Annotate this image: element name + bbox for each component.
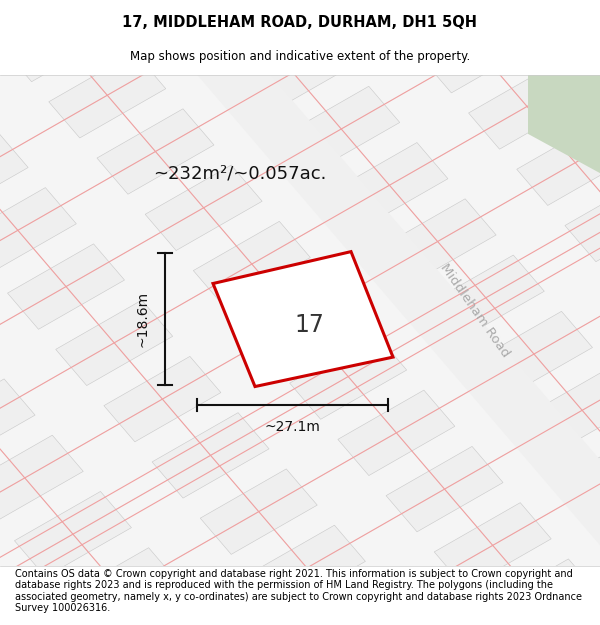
Polygon shape <box>0 131 28 217</box>
Polygon shape <box>138 0 255 3</box>
Polygon shape <box>565 176 600 262</box>
Polygon shape <box>97 109 214 194</box>
Polygon shape <box>528 75 600 173</box>
Polygon shape <box>104 356 221 442</box>
Polygon shape <box>558 0 600 14</box>
Polygon shape <box>331 142 448 228</box>
Text: 17: 17 <box>294 312 324 337</box>
Polygon shape <box>193 221 310 307</box>
Text: Contains OS data © Crown copyright and database right 2021. This information is : Contains OS data © Crown copyright and d… <box>15 569 582 613</box>
Text: Middleham Road: Middleham Road <box>438 261 512 360</box>
Polygon shape <box>517 120 600 206</box>
Polygon shape <box>427 255 544 341</box>
Polygon shape <box>296 581 413 625</box>
Polygon shape <box>152 412 269 498</box>
Polygon shape <box>213 252 393 386</box>
Polygon shape <box>200 469 317 554</box>
Polygon shape <box>248 525 365 611</box>
Polygon shape <box>283 86 400 172</box>
Polygon shape <box>0 188 76 273</box>
Text: ~18.6m: ~18.6m <box>135 291 149 347</box>
Polygon shape <box>0 0 70 26</box>
Polygon shape <box>187 0 304 59</box>
Polygon shape <box>235 30 352 116</box>
Polygon shape <box>482 559 599 625</box>
Polygon shape <box>1 0 118 82</box>
Polygon shape <box>475 311 592 397</box>
Polygon shape <box>56 300 173 386</box>
Polygon shape <box>434 503 551 588</box>
Polygon shape <box>8 244 125 329</box>
Polygon shape <box>145 165 262 251</box>
Polygon shape <box>49 52 166 138</box>
Polygon shape <box>0 435 83 521</box>
Polygon shape <box>469 64 586 149</box>
Polygon shape <box>386 446 503 532</box>
Text: ~232m²/~0.057ac.: ~232m²/~0.057ac. <box>154 164 326 182</box>
Polygon shape <box>572 424 600 509</box>
Text: 17, MIDDLEHAM ROAD, DURHAM, DH1 5QH: 17, MIDDLEHAM ROAD, DURHAM, DH1 5QH <box>122 15 478 30</box>
Polygon shape <box>62 548 179 625</box>
Text: Map shows position and indicative extent of the property.: Map shows position and indicative extent… <box>130 50 470 62</box>
Polygon shape <box>421 8 538 93</box>
Polygon shape <box>242 278 358 363</box>
Polygon shape <box>372 0 489 37</box>
Text: ~27.1m: ~27.1m <box>265 420 320 434</box>
Polygon shape <box>0 379 35 464</box>
Polygon shape <box>14 491 131 577</box>
Polygon shape <box>338 390 455 476</box>
Polygon shape <box>0 75 600 566</box>
Polygon shape <box>524 368 600 453</box>
Polygon shape <box>290 334 407 419</box>
Polygon shape <box>111 604 228 625</box>
Polygon shape <box>379 199 496 284</box>
